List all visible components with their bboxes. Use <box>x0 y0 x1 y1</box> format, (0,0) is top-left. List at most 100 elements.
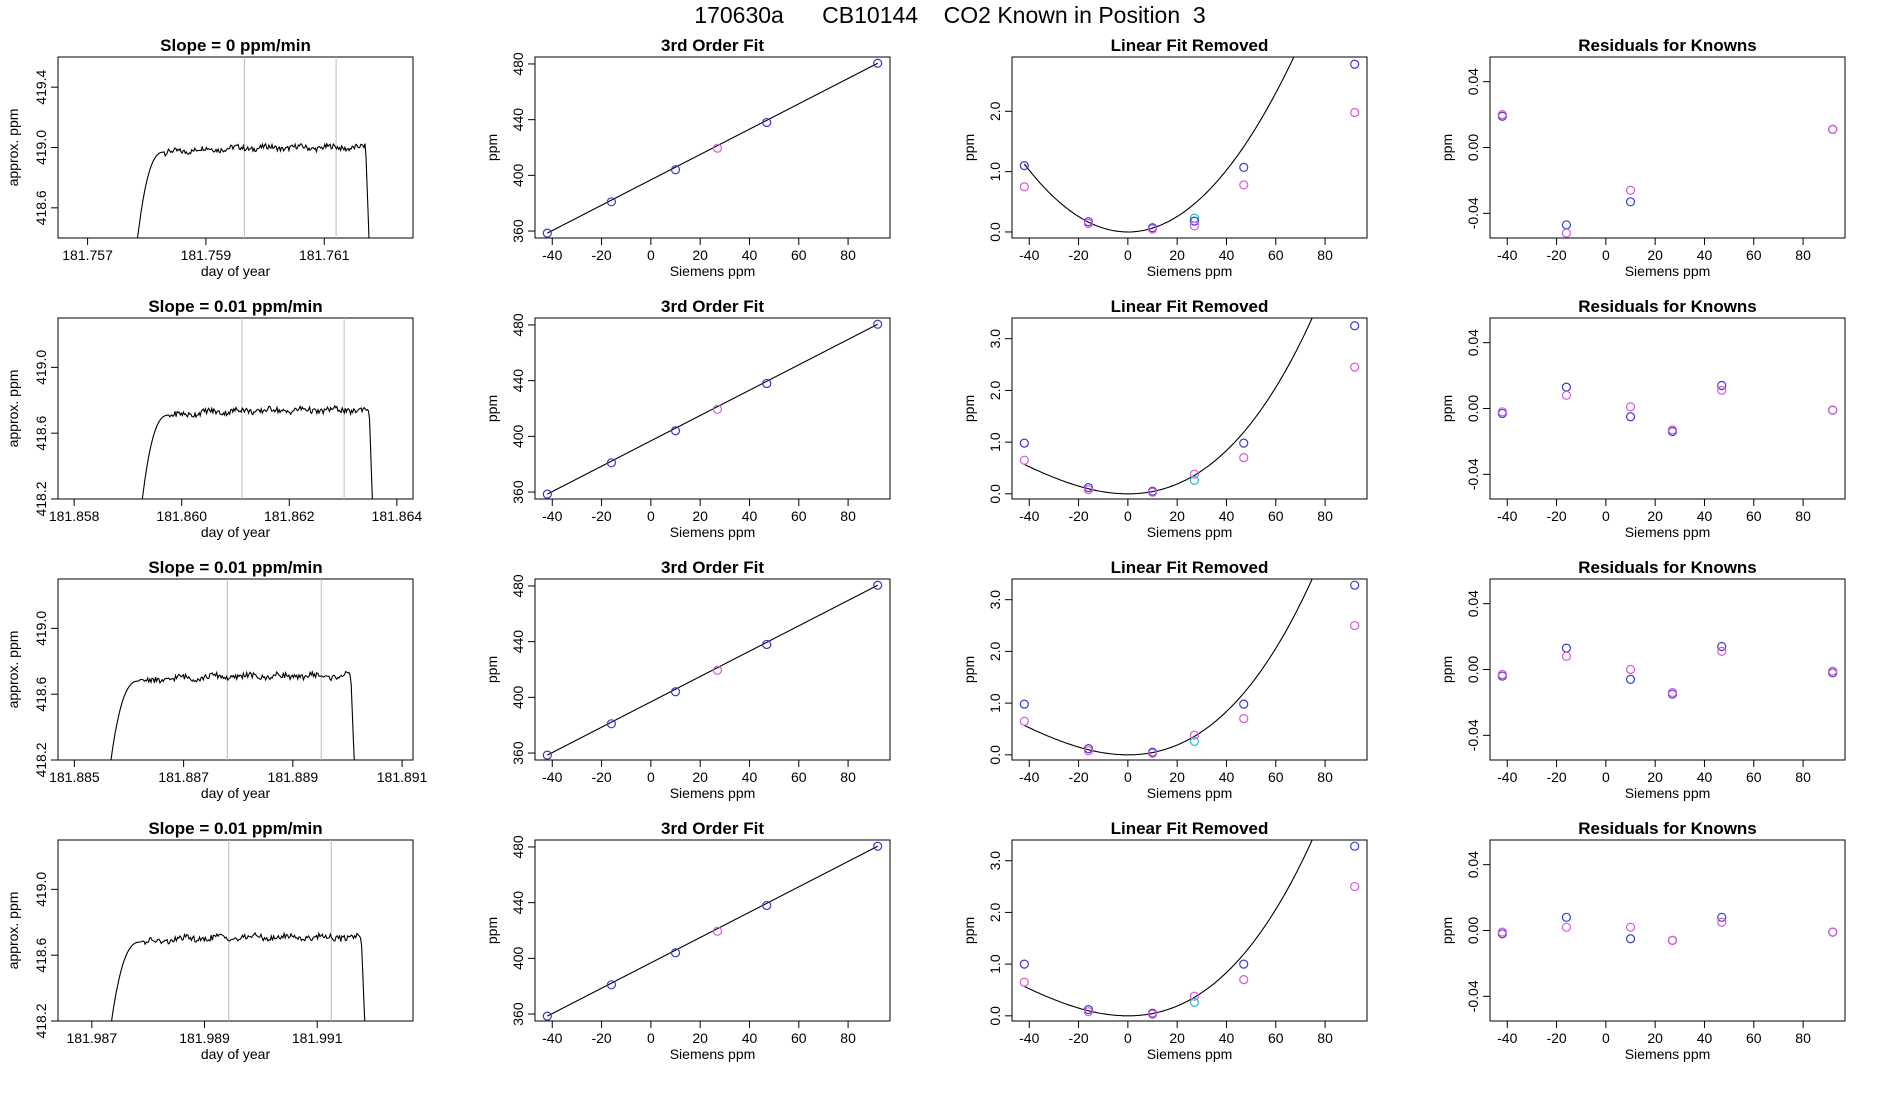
data-point-magenta <box>1350 107 1360 118</box>
data-point-magenta <box>1147 487 1158 497</box>
y-tick-label: 1.0 <box>987 432 1003 452</box>
y-tick-label: 0.00 <box>1465 917 1481 944</box>
y-axis-label: approx. ppm <box>5 631 21 709</box>
data-point-magenta <box>1147 1009 1158 1019</box>
x-tick-label: 0 <box>1602 508 1610 524</box>
y-axis-label: ppm <box>484 656 500 683</box>
plot-area <box>542 841 883 1021</box>
data-point-blue <box>670 165 681 175</box>
fit-curve <box>1024 840 1313 1017</box>
panel-title: 3rd Order Fit <box>661 558 764 577</box>
plot-area <box>1497 912 1838 945</box>
x-axis-label: Siemens ppm <box>1147 263 1233 279</box>
data-point-blue <box>606 458 617 468</box>
x-tick-label: 181.761 <box>299 247 350 263</box>
x-tick-label: -40 <box>542 508 562 524</box>
panel-title: Linear Fit Removed <box>1111 36 1269 55</box>
x-tick-label: 181.885 <box>49 769 100 785</box>
plot-frame <box>1489 839 1846 1022</box>
panel-title: Slope = 0.01 ppm/min <box>148 297 322 316</box>
x-tick-label: 20 <box>692 1030 708 1046</box>
x-tick-label: -40 <box>1497 247 1517 263</box>
data-trace <box>141 404 373 499</box>
y-tick-label: 1.0 <box>987 693 1003 713</box>
data-point-blue <box>1239 699 1249 709</box>
x-tick-label: 20 <box>1169 508 1185 524</box>
x-tick-label: 40 <box>1697 508 1713 524</box>
x-tick-label: 40 <box>1697 769 1713 785</box>
fit-curve <box>1024 579 1313 756</box>
data-point-magenta <box>1019 977 1029 987</box>
y-tick-label: 3.0 <box>987 590 1003 610</box>
plot-frame <box>1011 56 1368 239</box>
y-tick-label: 360 <box>510 219 526 243</box>
data-point-blue <box>1717 912 1727 922</box>
x-tick-label: 40 <box>742 1030 758 1046</box>
plot-frame <box>57 578 414 761</box>
data-point-cyan <box>1189 475 1200 485</box>
x-axis-label: Siemens ppm <box>670 263 756 279</box>
panel-2-0: Slope = 0.01 ppm/min 181.885 181.887 181.88… <box>5 558 428 801</box>
plot-area <box>542 58 883 238</box>
data-point-blue <box>1019 699 1029 709</box>
data-point-magenta <box>1019 455 1029 465</box>
data-point-blue <box>1561 643 1572 653</box>
x-tick-label: -40 <box>542 247 562 263</box>
plot-area <box>111 840 366 1021</box>
y-tick-label: 1.0 <box>987 162 1003 182</box>
plot-area <box>136 57 370 238</box>
data-point-blue <box>1625 412 1636 422</box>
data-point-magenta <box>1667 687 1678 698</box>
y-tick-label: 360 <box>510 741 526 765</box>
panel-3-1: 3rd Order Fit -40 -20 0 20 40 60 80 360 400 440 480… <box>484 819 891 1062</box>
x-tick-label: -20 <box>591 508 611 524</box>
x-tick-label: 40 <box>1697 247 1713 263</box>
data-point-blue <box>1239 438 1249 448</box>
y-tick-label: 0.04 <box>1465 68 1481 95</box>
x-axis-label: Siemens ppm <box>1625 524 1711 540</box>
y-tick-label: 418.6 <box>33 415 49 450</box>
plot-area <box>542 580 883 760</box>
data-point-magenta <box>1717 385 1727 395</box>
data-point-blue <box>873 319 883 329</box>
x-tick-label: 181.891 <box>377 769 428 785</box>
x-tick-label: -20 <box>1068 508 1088 524</box>
x-tick-label: 20 <box>1647 1030 1663 1046</box>
data-point-magenta <box>1625 402 1636 412</box>
panel-1-1: 3rd Order Fit -40 -20 0 20 40 60 80 360 400 440 480… <box>484 297 891 540</box>
data-point-magenta <box>1147 748 1158 758</box>
data-point-magenta <box>1189 730 1200 740</box>
y-tick-label: 0.00 <box>1465 134 1481 161</box>
x-tick-label: 80 <box>840 247 856 263</box>
data-point-magenta <box>1497 927 1507 937</box>
x-tick-label: 20 <box>1169 769 1185 785</box>
x-tick-label: 40 <box>1219 1030 1235 1046</box>
data-point-blue <box>1561 382 1572 392</box>
x-tick-label: 40 <box>742 769 758 785</box>
data-point-magenta <box>1350 620 1360 631</box>
panel-3-3: Residuals for Knowns -40 -20 0 20 40 60 80 -0.04… <box>1439 819 1846 1062</box>
plot-area <box>1497 380 1838 437</box>
data-point-blue <box>1625 197 1636 207</box>
data-point-blue <box>1625 934 1636 944</box>
data-trace <box>110 670 355 760</box>
y-axis-label: approx. ppm <box>5 370 21 448</box>
panel-1-0: Slope = 0.01 ppm/min 181.858 181.860 181.86… <box>5 297 422 540</box>
fit-line <box>547 845 878 1017</box>
x-tick-label: 0 <box>1602 1030 1610 1046</box>
data-point-blue <box>606 197 617 207</box>
y-tick-label: 0.04 <box>1465 329 1481 356</box>
y-axis-label: approx. ppm <box>5 109 21 187</box>
y-tick-label: 418.6 <box>33 676 49 711</box>
x-tick-label: 80 <box>840 769 856 785</box>
data-point-blue <box>873 841 883 851</box>
x-tick-label: -20 <box>1546 247 1566 263</box>
x-tick-label: 0 <box>647 508 655 524</box>
x-axis-label: Siemens ppm <box>1147 785 1233 801</box>
y-tick-label: 0.0 <box>987 745 1003 765</box>
plot-frame <box>534 839 891 1022</box>
data-point-magenta <box>1189 221 1200 231</box>
panel-title: Residuals for Knowns <box>1578 297 1757 316</box>
data-point-magenta <box>1717 646 1727 657</box>
data-point-magenta <box>1625 922 1636 932</box>
